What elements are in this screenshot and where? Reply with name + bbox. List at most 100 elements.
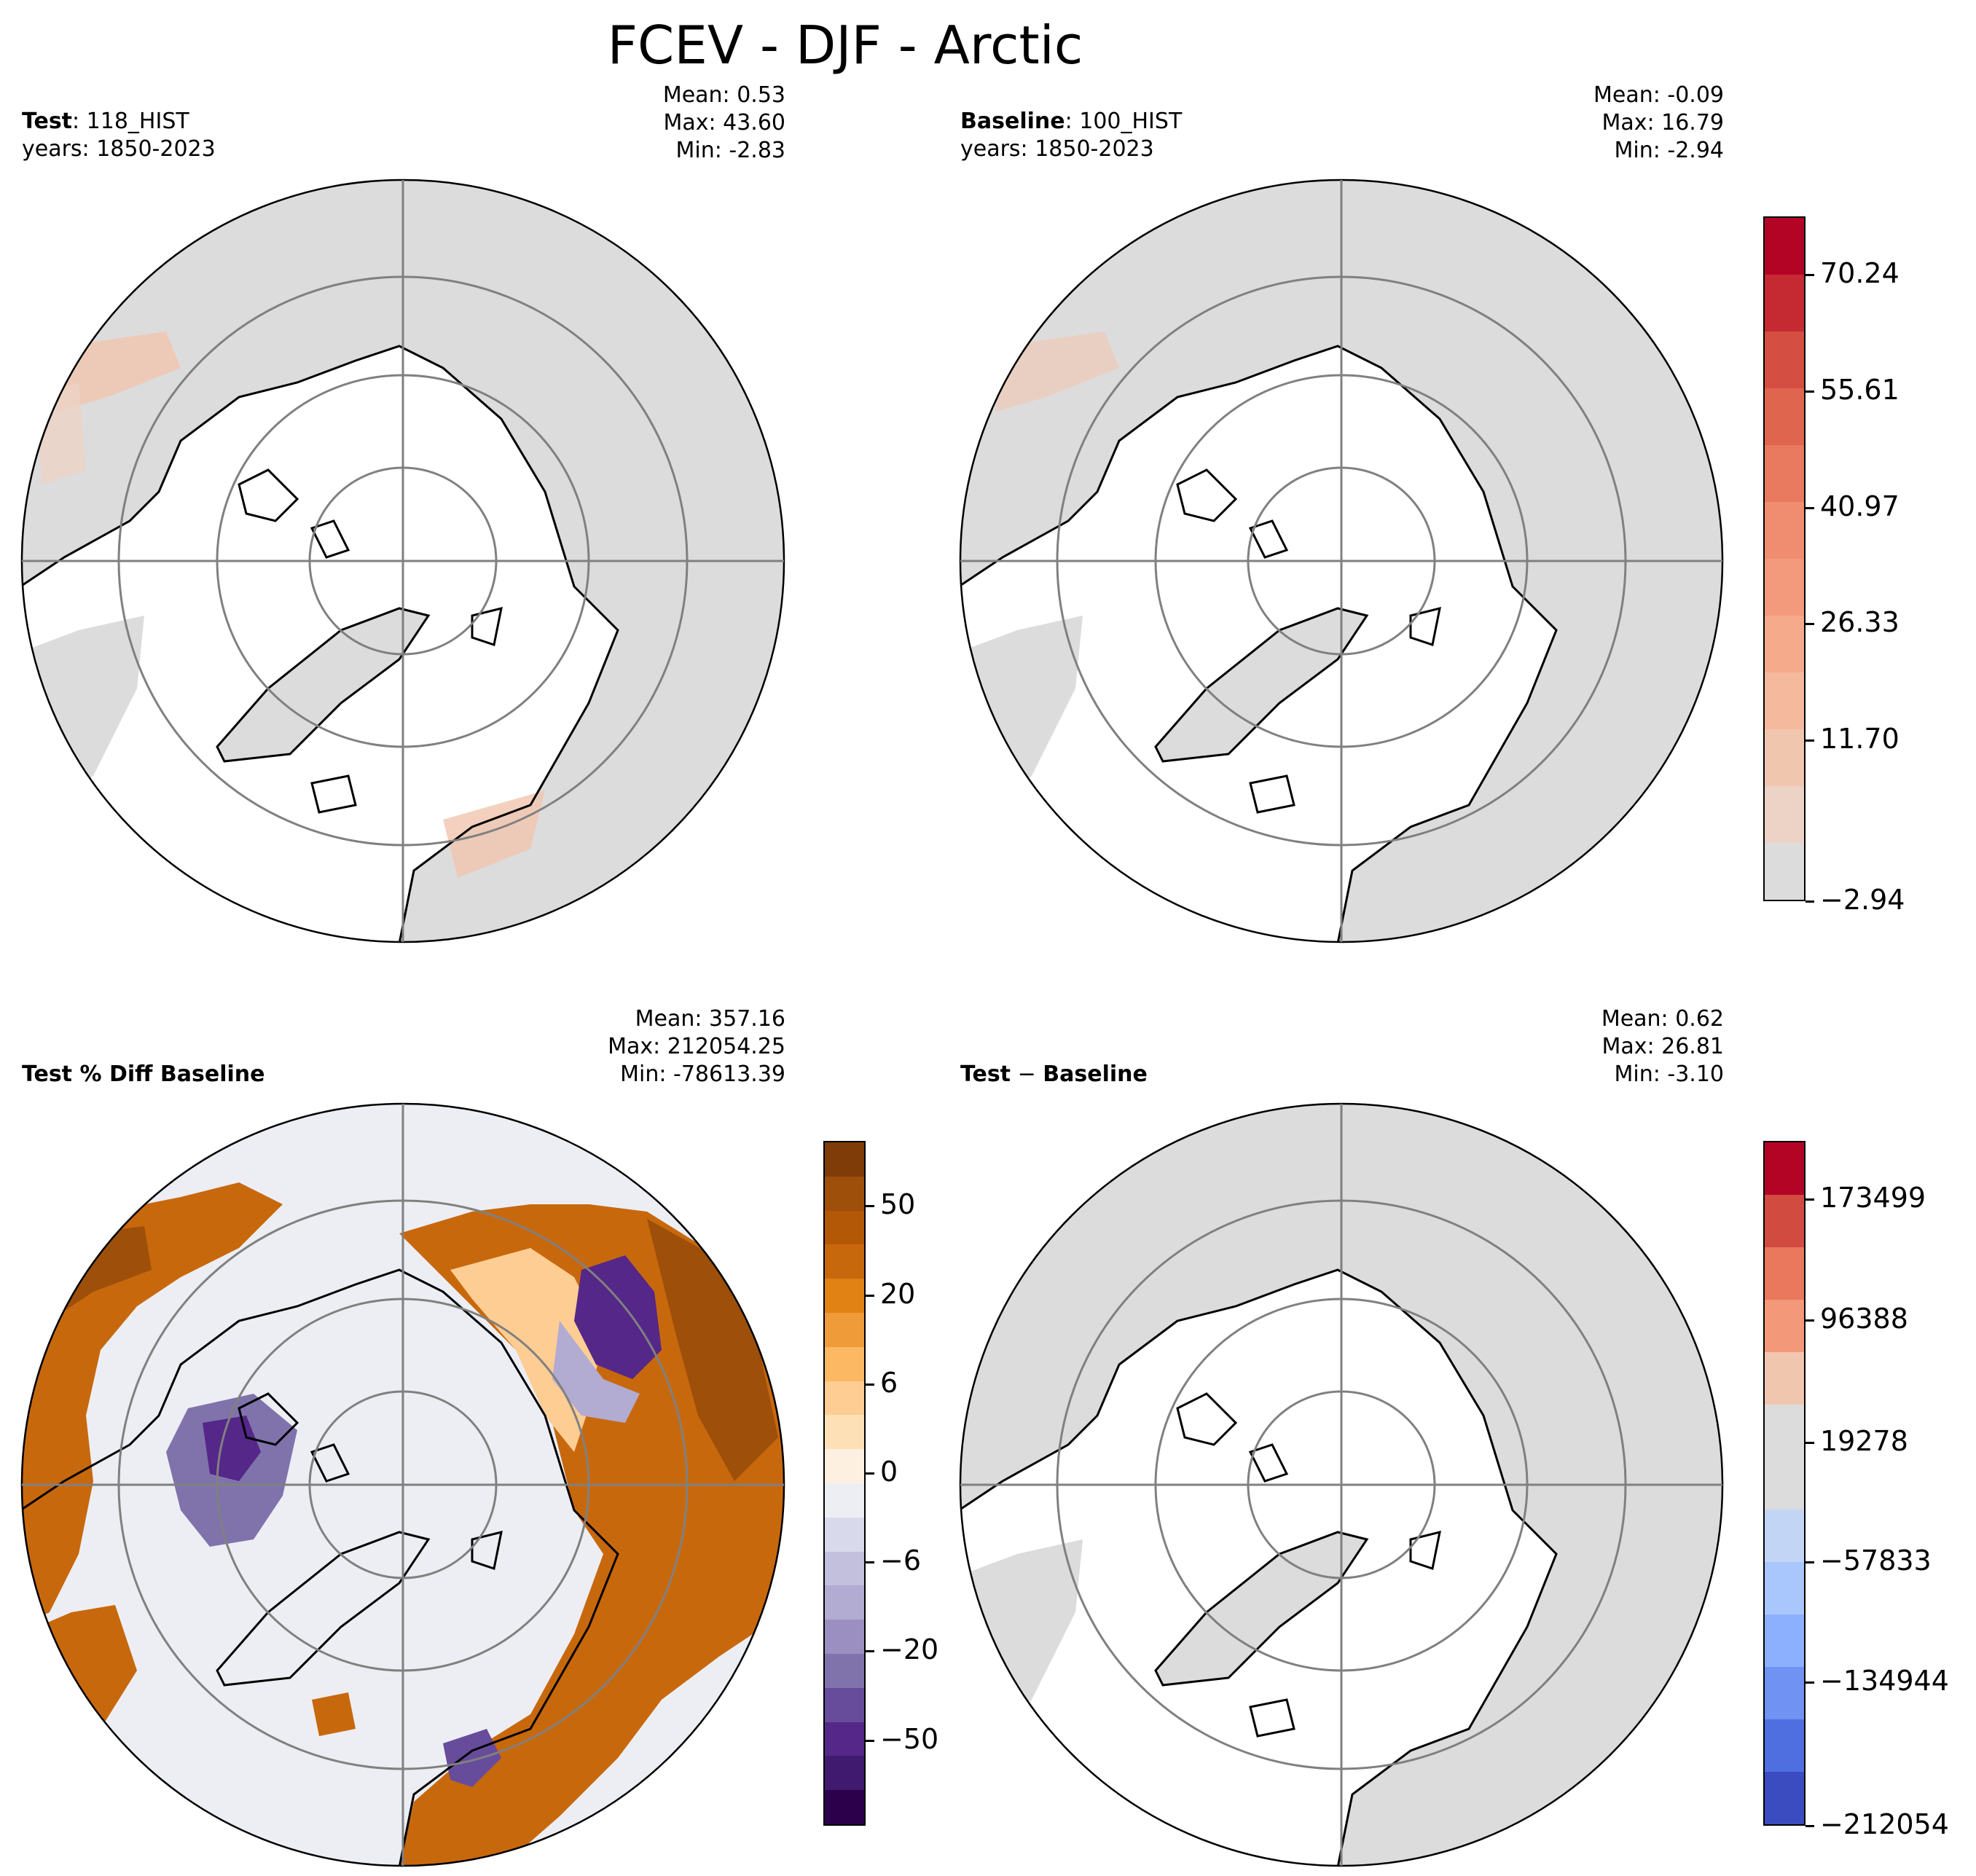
pct-colorbar-segment (825, 1142, 864, 1177)
pct-colorbar-tick-label: 50 (880, 1188, 916, 1221)
diff-colorbar-tick-label: −134944 (1820, 1664, 1949, 1697)
pct-colorbar-tick-label: 20 (880, 1277, 916, 1310)
neg-patch-ne (574, 1255, 662, 1379)
test-years: years: 1850-2023 (22, 136, 216, 162)
diff-polar-map (959, 1102, 1724, 1867)
warm-patch-3 (443, 790, 545, 878)
islands (1176, 468, 1441, 814)
pct-colorbar-tick-label: 0 (880, 1455, 898, 1488)
pct-colorbar-tickmark (866, 1561, 874, 1564)
pct-colorbar-segment (825, 1483, 864, 1518)
diff-colorbar-tickmark (1806, 1681, 1814, 1684)
pct-colorbar (823, 1141, 866, 1826)
main-colorbar-segment (1765, 275, 1804, 331)
diff-colorbar-segment (1765, 1510, 1804, 1562)
test-panel-label: Test: 118_HIST years: 1850-2023 (22, 108, 216, 163)
baseline-mean: Mean: -0.09 (1593, 82, 1724, 108)
test-max: Max: 43.60 (663, 110, 785, 136)
pct-colorbar-tick-label: −50 (880, 1722, 939, 1755)
figure-title: FCEV - DJF - Arctic (607, 15, 1083, 76)
pct-colorbar-segment (825, 1312, 864, 1347)
diff-colorbar-tick-label: −212054 (1820, 1808, 1949, 1840)
diff-colorbar-tickmark (1806, 1441, 1814, 1444)
diff-colorbar-tickmark (1806, 1825, 1814, 1827)
main-colorbar-tick-label: 55.61 (1820, 373, 1899, 406)
diff-colorbar-segment (1765, 1247, 1804, 1300)
pct-colorbar-segment (825, 1279, 864, 1313)
main-colorbar-segment (1765, 502, 1804, 559)
main-colorbar-tick-label: 11.70 (1820, 723, 1899, 755)
main-colorbar-tick-label: −2.94 (1820, 884, 1905, 916)
pct-colorbar-segment (825, 1551, 864, 1586)
pos-patch-iceland (312, 1692, 356, 1736)
diff-colorbar-segment (1765, 1719, 1804, 1772)
pct-colorbar-segment (825, 1756, 864, 1791)
baseline-panel-label: Baseline: 100_HIST years: 1850-2023 (960, 108, 1182, 163)
baseline-label-rest: : 100_HIST (1065, 109, 1183, 134)
pct-colorbar-tickmark (866, 1294, 874, 1297)
coastline (22, 1268, 619, 1866)
pctdiff-label-bold: Test % Diff Baseline (22, 1061, 265, 1087)
pct-colorbar-tickmark (866, 1472, 874, 1475)
greenland (1154, 607, 1369, 763)
neg-patch-se (443, 1729, 501, 1787)
diff-colorbar-segment (1765, 1614, 1804, 1667)
main-colorbar-segment (1765, 729, 1804, 786)
pct-colorbar-tick-label: 6 (880, 1366, 898, 1399)
pctdiff-panel-label: Test % Diff Baseline (22, 1061, 265, 1088)
main-colorbar-segment (1765, 331, 1804, 388)
baseline-min: Min: -2.94 (1614, 138, 1725, 163)
main-colorbar-tick-label: 70.24 (1820, 256, 1899, 289)
main-colorbar-tick-label: 26.33 (1820, 606, 1899, 639)
pctdiff-stats: Mean: 357.16 Max: 212054.25 Min: -78613.… (608, 1005, 785, 1088)
diff-stats: Mean: 0.62 Max: 26.81 Min: -3.10 (1601, 1005, 1724, 1088)
coastline (960, 345, 1558, 942)
pct-colorbar-tickmark (866, 1205, 874, 1208)
pct-colorbar-segment (825, 1381, 864, 1416)
diff-colorbar-tickmark (1806, 1198, 1814, 1201)
diff-colorbar-tick-label: 96388 (1820, 1303, 1908, 1335)
diff-colorbar-tickmark (1806, 1319, 1814, 1322)
land-fill (22, 180, 784, 942)
pct-colorbar-segment (825, 1210, 864, 1245)
islands (238, 468, 503, 814)
pct-colorbar-tickmark (866, 1650, 874, 1653)
light-pos-east (450, 1248, 603, 1452)
land-fill (960, 1104, 1722, 1866)
main-colorbar-segment (1765, 672, 1804, 729)
greenland (1154, 1531, 1369, 1687)
diff-colorbar-segment (1765, 1300, 1804, 1352)
pctdiff-mean: Mean: 357.16 (635, 1006, 785, 1032)
main-colorbar-segment (1765, 559, 1804, 616)
pct-colorbar-segment (825, 1687, 864, 1722)
diff-colorbar-segment (1765, 1142, 1804, 1195)
main-colorbar-segment (1765, 616, 1804, 672)
main-colorbar-segment (1765, 388, 1804, 445)
pct-colorbar-segment (825, 1517, 864, 1552)
test-label-rest: : 118_HIST (72, 109, 189, 134)
main-colorbar-tickmark (1806, 506, 1814, 509)
pctdiff-polar-map (20, 1102, 785, 1867)
pctdiff-min: Min: -78613.39 (620, 1061, 785, 1087)
diff-colorbar-tick-label: −57833 (1820, 1545, 1932, 1577)
pct-colorbar-tick-label: −6 (880, 1545, 922, 1577)
pct-colorbar-segment (825, 1620, 864, 1654)
diff-colorbar-segment (1765, 1562, 1804, 1614)
pct-colorbar-segment (825, 1790, 864, 1824)
warm-patch (995, 331, 1119, 412)
main-colorbar-segment (1765, 218, 1804, 275)
main-colorbar-tickmark (1806, 390, 1814, 393)
test-label-bold: Test (22, 109, 73, 134)
baseline-stats: Mean: -0.09 Max: 16.79 Min: -2.94 (1593, 82, 1724, 165)
diff-max: Max: 26.81 (1601, 1034, 1724, 1059)
test-stats: Mean: 0.53 Max: 43.60 Min: -2.83 (663, 82, 785, 165)
diff-colorbar-segment (1765, 1352, 1804, 1405)
main-colorbar-tickmark (1806, 273, 1814, 276)
warm-patch-2 (35, 382, 86, 484)
diff-colorbar-segment (1765, 1457, 1804, 1510)
main-colorbar-segment (1765, 786, 1804, 843)
diff-colorbar-segment (1765, 1772, 1804, 1824)
main-colorbar-tickmark (1806, 739, 1814, 742)
pct-colorbar-segment (825, 1722, 864, 1757)
diff-min: Min: -3.10 (1614, 1061, 1725, 1087)
